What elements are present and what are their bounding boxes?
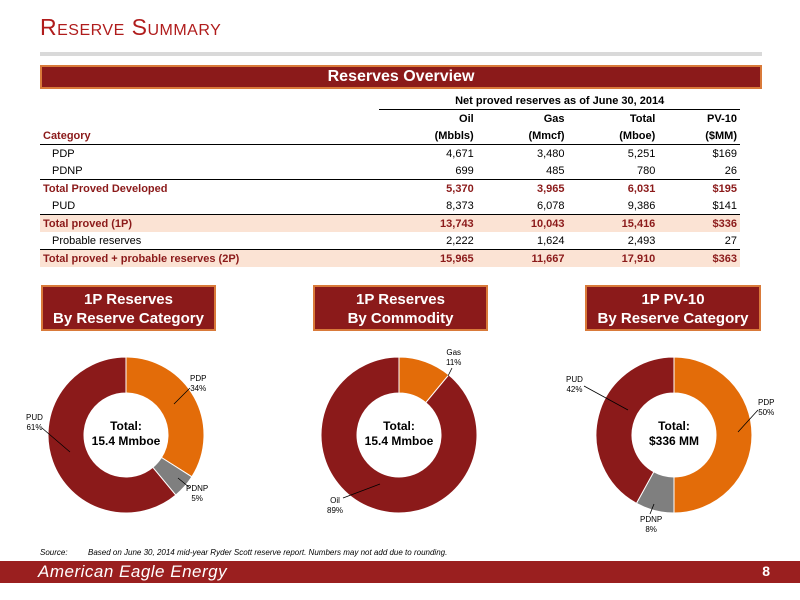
donut-chart-pv10-category: [595, 356, 753, 514]
col-header-total: Total: [629, 112, 656, 125]
table-row: PUD 8,373 6,078 9,386 $141: [52, 199, 737, 212]
col-header-gas: Gas: [543, 112, 565, 125]
page-title: Reserve Summary: [40, 14, 222, 40]
col-header-pv10: PV-10: [707, 112, 737, 125]
panel-banner-1p-category: 1P Reserves By Reserve Category: [41, 285, 216, 331]
reserves-table: Net proved reserves as of June 30, 2014 …: [40, 92, 740, 267]
slice-label-pud: PUD 61%: [26, 413, 43, 432]
slice-label-oil: Oil 89%: [327, 496, 344, 515]
col-unit-oil: (Mbbls): [379, 127, 477, 145]
title-divider: [40, 52, 762, 56]
reserves-overview-banner: Reserves Overview: [40, 65, 762, 89]
slice-label-pdp: PDP 50%: [758, 398, 775, 417]
page-number: 8: [762, 563, 770, 579]
table-row-total: Total Proved Developed 5,370 3,965 6,031…: [40, 179, 740, 197]
leader-line: [177, 477, 191, 489]
table-row: PDP 4,671 3,480 5,251 $169: [52, 147, 737, 160]
footer-bar: American Eagle Energy 8: [0, 561, 800, 583]
col-header-oil: Oil: [459, 112, 474, 125]
donut-slice-pdp: [673, 356, 753, 514]
slice-label-pdnp: PDNP 8%: [640, 515, 663, 534]
leader-line: [447, 367, 453, 377]
panel-banner-pv10-category: 1P PV-10 By Reserve Category: [585, 285, 761, 331]
leader-line: [649, 503, 655, 515]
donut-chart-1p-category: [47, 356, 205, 514]
donut-center-label: Total: 15.4 Mmboe: [364, 419, 434, 448]
leader-line: [583, 385, 629, 411]
table-row-total: Total proved (1P) 13,743 10,043 15,416 $…: [40, 214, 740, 232]
leader-line: [41, 427, 71, 453]
donut-slice-pud: [595, 356, 675, 505]
donut-slice-pdp: [125, 356, 205, 478]
table-row-total: Total proved + probable reserves (2P) 15…: [40, 249, 740, 267]
table-row: PDNP 699 485 780 26: [52, 164, 737, 177]
donut-slice-oil: [320, 356, 478, 514]
slice-label-gas: Gas 11%: [446, 348, 462, 367]
slice-label-pud: PUD 42%: [566, 375, 583, 394]
donut-slice-pud: [47, 356, 177, 514]
col-unit-pv10: ($MM): [658, 127, 740, 145]
table-row: Probable reserves 2,222 1,624 2,493 27: [52, 234, 737, 247]
donut-center-label: Total: 15.4 Mmboe: [91, 419, 161, 448]
company-logo-text: American Eagle Energy: [38, 562, 228, 581]
col-unit-total: (Mboe): [567, 127, 659, 145]
leader-line: [342, 483, 381, 499]
panel-banner-1p-commodity: 1P Reserves By Commodity: [313, 285, 488, 331]
slice-label-pdnp: PDNP 5%: [186, 484, 209, 503]
col-unit-gas: (Mmcf): [476, 127, 568, 145]
source-note: Source: Based on June 30, 2014 mid-year R…: [40, 548, 448, 557]
leader-line: [173, 387, 191, 405]
donut-center-label: Total: $336 MM: [648, 419, 700, 448]
slice-label-pdp: PDP 34%: [190, 374, 207, 393]
col-header-category: Category: [40, 127, 380, 145]
leader-line: [737, 409, 759, 433]
table-caption: Net proved reserves as of June 30, 2014: [379, 92, 740, 110]
